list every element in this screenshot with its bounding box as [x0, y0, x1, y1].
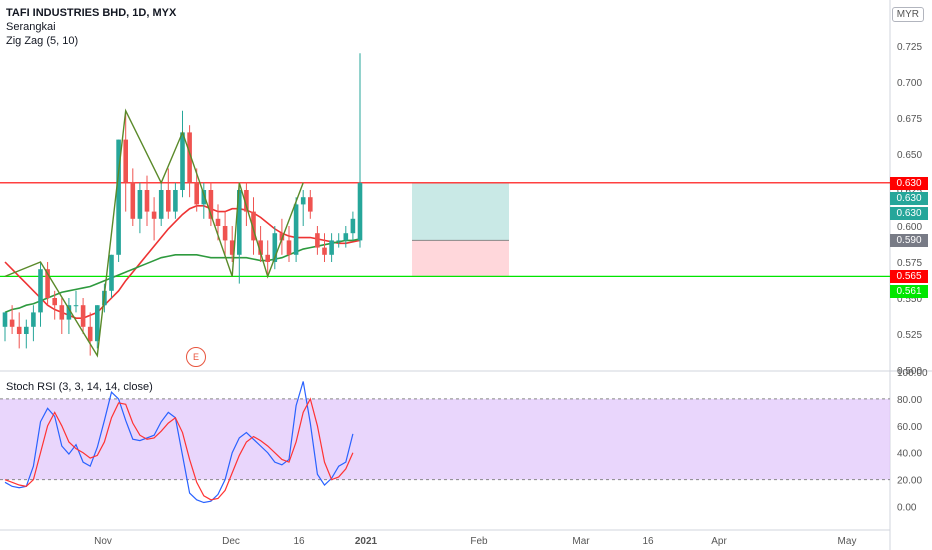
position-loss-zone	[412, 240, 509, 277]
price-tick-label: 0.725	[897, 42, 922, 53]
candle-body	[52, 298, 57, 306]
legend-zigzag: Zig Zag (5, 10)	[6, 35, 79, 47]
earnings-badge[interactable]: E	[186, 347, 206, 367]
candle-body	[286, 240, 292, 255]
candle-body	[258, 240, 263, 255]
time-tick-label: 16	[293, 536, 305, 547]
price-tick-label: 0.500	[897, 366, 922, 377]
candle-body	[73, 305, 79, 307]
rsi-legend: Stoch RSI (3, 3, 14, 14, close)	[6, 380, 153, 394]
candle-body	[158, 190, 164, 219]
price-tag: 0.565	[890, 270, 928, 284]
candle-body	[80, 305, 86, 327]
candle-body	[293, 204, 299, 255]
currency-badge[interactable]: MYR	[891, 7, 924, 22]
candle-body	[237, 190, 242, 255]
price-tick-label: 0.700	[897, 78, 922, 89]
candle-body	[123, 139, 128, 183]
candle-body	[31, 312, 36, 327]
candle-body	[66, 305, 72, 320]
price-tick-label: 0.650	[897, 150, 922, 161]
time-tick-label: Dec	[222, 536, 240, 547]
candle-body	[180, 132, 185, 190]
candle-body	[357, 182, 363, 241]
candle-body	[173, 190, 178, 212]
candle-body	[229, 240, 235, 255]
price-tag: 0.630	[890, 206, 928, 220]
price-tick-label: 0.575	[897, 258, 922, 269]
candle-body	[343, 233, 349, 241]
candle-body	[59, 305, 65, 320]
candle-body	[315, 233, 320, 248]
rsi-tick-label: 80.00	[897, 395, 922, 406]
legend-serangkai: Serangkai	[6, 21, 56, 33]
ma-line-1	[4, 238, 361, 314]
chart-legend: TAFI INDUSTRIES BHD, 1D, MYX Serangkai Z…	[6, 6, 176, 48]
candle-body	[272, 233, 278, 262]
candle-body	[87, 326, 93, 342]
time-tick-label: Mar	[572, 536, 590, 547]
rsi-tick-label: 60.00	[897, 422, 922, 433]
candle-body	[322, 247, 327, 255]
candle-body	[2, 312, 8, 327]
candle-body	[222, 226, 228, 241]
rsi-line-d	[4, 397, 354, 501]
candle-body	[45, 269, 50, 298]
candle-body	[265, 254, 270, 262]
candle-body	[95, 305, 100, 342]
price-tag: 0.590	[890, 234, 928, 248]
candle-body	[166, 190, 171, 212]
price-tick-label: 0.600	[897, 222, 922, 233]
price-tick-label: 0.625	[897, 186, 922, 197]
candle-body	[244, 190, 249, 212]
time-tick-label: Nov	[94, 536, 112, 547]
candle-body	[194, 182, 199, 205]
candle-body	[137, 190, 143, 219]
candle-body	[329, 240, 334, 255]
position-profit-zone	[412, 182, 509, 241]
candle-body	[279, 233, 285, 241]
candle-body	[130, 182, 136, 219]
candle-body	[350, 218, 356, 234]
candle-body	[208, 190, 214, 219]
candle-body	[38, 269, 43, 313]
ma-line-0	[4, 205, 361, 319]
candle-body	[9, 319, 15, 327]
candle-body	[24, 326, 29, 334]
time-tick-label: Feb	[470, 536, 488, 547]
zigzag-line	[4, 108, 304, 358]
price-tick-label: 0.675	[897, 114, 922, 125]
candle-body	[187, 132, 192, 183]
rsi-title: Stoch RSI (3, 3, 14, 14, close)	[6, 381, 153, 393]
rsi-tick-label: 100.00	[897, 368, 928, 379]
candle-body	[300, 197, 306, 205]
candle-body	[151, 211, 157, 219]
time-tick-label: 16	[642, 536, 654, 547]
rsi-tick-label: 20.00	[897, 476, 922, 487]
time-tick-label: May	[838, 536, 857, 547]
rsi-tick-label: 40.00	[897, 449, 922, 460]
chart-title: TAFI INDUSTRIES BHD, 1D, MYX	[6, 7, 177, 19]
candle-body	[144, 190, 150, 212]
price-tag: 0.561	[890, 285, 928, 299]
rsi-tick-label: 0.00	[897, 503, 917, 514]
candle-body	[201, 190, 207, 205]
candle-body	[16, 326, 22, 334]
time-tick-label: 2021	[355, 536, 378, 547]
price-tag: 0.630	[890, 176, 928, 190]
rsi-line-k	[4, 381, 354, 504]
candle-body	[336, 240, 341, 242]
candle-body	[116, 139, 121, 255]
candle-body	[308, 197, 313, 212]
price-tag: 0.630	[890, 191, 928, 205]
candle-body	[251, 211, 256, 241]
candle-body	[215, 218, 221, 226]
candle-body	[109, 254, 114, 291]
time-tick-label: Apr	[711, 536, 727, 547]
price-tick-label: 0.550	[897, 294, 922, 305]
price-tick-label: 0.525	[897, 330, 922, 341]
